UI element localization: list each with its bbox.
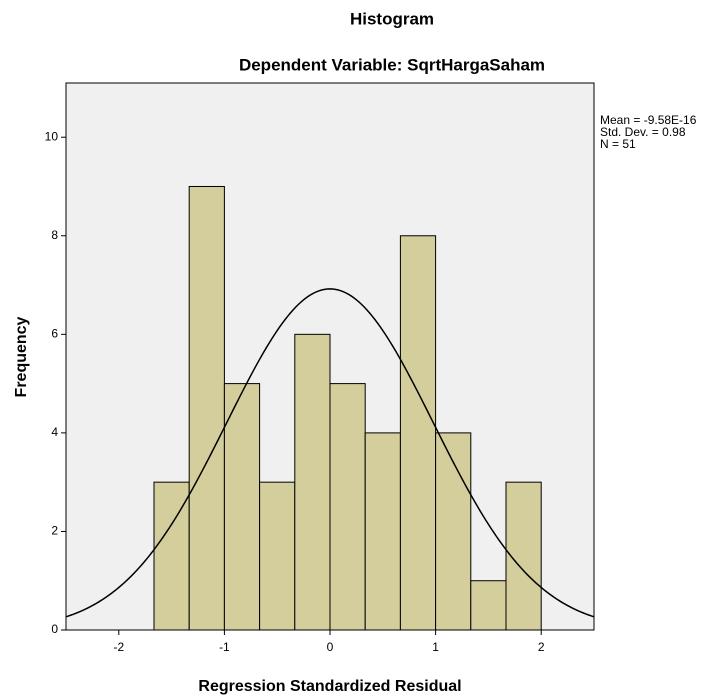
bar	[435, 432, 472, 631]
x-tick-label: 1	[432, 640, 439, 654]
y-tick-label: 2	[51, 524, 58, 538]
y-tick-label: 6	[51, 326, 58, 340]
y-tick-label: 10	[45, 129, 59, 143]
bar	[329, 383, 366, 631]
stat-label: Std. Dev. = 0.98	[600, 125, 686, 139]
bar	[294, 333, 331, 631]
bar	[470, 580, 507, 631]
y-tick-label: 8	[51, 228, 58, 242]
bar	[399, 235, 437, 631]
bar	[153, 481, 190, 631]
stat-label: N = 51	[600, 137, 636, 151]
y-tick-label: 4	[51, 425, 58, 439]
stat-label: Mean = -9.58E-16	[600, 113, 697, 127]
bar	[259, 481, 296, 631]
bar	[223, 383, 261, 631]
x-tick-label: 0	[327, 640, 334, 654]
y-tick-label: 0	[51, 622, 58, 636]
x-axis-label: Regression Standardized Residual	[198, 678, 461, 695]
bar	[188, 185, 225, 631]
x-tick-label: -2	[113, 640, 124, 654]
chart-title: Histogram	[350, 9, 434, 28]
x-tick-label: -1	[219, 640, 230, 654]
normal-curve	[65, 288, 595, 618]
bar	[364, 432, 401, 631]
y-axis-label: Frequency	[13, 316, 30, 397]
chart-subtitle: Dependent Variable: SqrtHargaSaham	[239, 55, 545, 74]
x-tick-label: 2	[538, 640, 545, 654]
